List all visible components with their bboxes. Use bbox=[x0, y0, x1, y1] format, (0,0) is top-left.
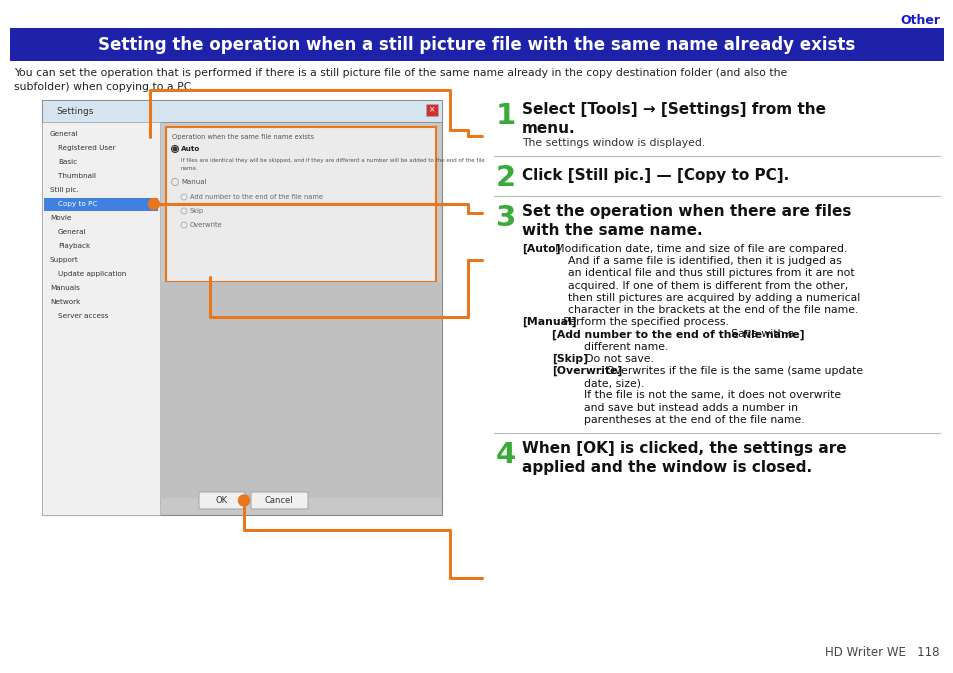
Bar bbox=[42, 100, 441, 122]
Text: Still pic.: Still pic. bbox=[50, 187, 78, 193]
Text: different name.: different name. bbox=[583, 342, 668, 351]
Bar bbox=[160, 282, 441, 498]
Text: : Do not save.: : Do not save. bbox=[578, 354, 653, 364]
Text: Skip: Skip bbox=[190, 208, 204, 214]
Text: Set the operation when there are files
with the same name.: Set the operation when there are files w… bbox=[521, 204, 850, 238]
Text: date, size).: date, size). bbox=[583, 378, 643, 388]
Text: acquired. If one of them is different from the other,: acquired. If one of them is different fr… bbox=[567, 281, 847, 291]
Text: Thumbnail: Thumbnail bbox=[58, 173, 96, 179]
Text: Click [Still pic.] — [Copy to PC].: Click [Still pic.] — [Copy to PC]. bbox=[521, 168, 788, 183]
Text: : Save with a: : Save with a bbox=[722, 329, 793, 339]
Text: then still pictures are acquired by adding a numerical: then still pictures are acquired by addi… bbox=[567, 293, 860, 303]
Text: Manual: Manual bbox=[181, 179, 206, 185]
Text: 3: 3 bbox=[496, 204, 516, 232]
Text: Update application: Update application bbox=[58, 271, 126, 277]
Text: Overwrite: Overwrite bbox=[190, 222, 222, 228]
Bar bbox=[44, 198, 158, 211]
Text: [Add number to the end of the file name]: [Add number to the end of the file name] bbox=[552, 329, 803, 340]
Text: and save but instead adds a number in: and save but instead adds a number in bbox=[583, 402, 797, 413]
Text: Settings: Settings bbox=[56, 106, 93, 116]
Text: Registered User: Registered User bbox=[58, 145, 115, 151]
Circle shape bbox=[149, 199, 159, 209]
Bar bbox=[426, 104, 437, 116]
Text: HD Writer WE   118: HD Writer WE 118 bbox=[824, 646, 939, 659]
Text: [Skip]: [Skip] bbox=[552, 354, 587, 364]
Text: Auto: Auto bbox=[181, 146, 200, 152]
Text: Movie: Movie bbox=[50, 215, 71, 221]
Text: OK: OK bbox=[215, 496, 228, 505]
Text: And if a same file is identified, then it is judged as: And if a same file is identified, then i… bbox=[567, 256, 841, 267]
Text: subfolder) when copying to a PC.: subfolder) when copying to a PC. bbox=[14, 82, 194, 92]
Circle shape bbox=[173, 147, 176, 151]
Text: : Modification date, time and size of file are compared.: : Modification date, time and size of fi… bbox=[547, 244, 846, 254]
Text: General: General bbox=[58, 229, 87, 235]
Text: 2: 2 bbox=[496, 164, 516, 192]
Text: Network: Network bbox=[50, 299, 80, 305]
Text: Manuals: Manuals bbox=[50, 285, 80, 291]
Text: Operation when the same file name exists: Operation when the same file name exists bbox=[172, 134, 314, 140]
Text: ×: × bbox=[428, 106, 435, 114]
Text: If the file is not the same, it does not overwrite: If the file is not the same, it does not… bbox=[583, 390, 841, 400]
Text: : Overwrites if the file is the same (same update: : Overwrites if the file is the same (sa… bbox=[598, 366, 862, 376]
FancyBboxPatch shape bbox=[199, 492, 245, 509]
Text: [Auto]: [Auto] bbox=[521, 244, 560, 254]
Text: The settings window is displayed.: The settings window is displayed. bbox=[521, 138, 704, 148]
Text: You can set the operation that is performed if there is a still picture file of : You can set the operation that is perfor… bbox=[14, 68, 786, 78]
Text: Select [Tools] → [Settings] from the
menu.: Select [Tools] → [Settings] from the men… bbox=[521, 102, 825, 136]
Text: parentheses at the end of the file name.: parentheses at the end of the file name. bbox=[583, 415, 803, 425]
Text: [Manual]: [Manual] bbox=[521, 317, 576, 328]
Text: Cancel: Cancel bbox=[264, 496, 293, 505]
Text: [Overwrite]: [Overwrite] bbox=[552, 366, 621, 376]
Circle shape bbox=[238, 495, 250, 506]
Text: Basic: Basic bbox=[58, 159, 77, 165]
Text: : Perform the specified process.: : Perform the specified process. bbox=[556, 317, 728, 327]
Text: an identical file and thus still pictures from it are not: an identical file and thus still picture… bbox=[567, 269, 854, 279]
Bar bbox=[42, 100, 441, 515]
Text: name.: name. bbox=[181, 166, 198, 171]
Text: Copy to PC: Copy to PC bbox=[58, 201, 97, 207]
Text: 1: 1 bbox=[496, 102, 516, 130]
Text: Playback: Playback bbox=[58, 243, 91, 249]
Text: Other: Other bbox=[899, 14, 939, 27]
FancyBboxPatch shape bbox=[251, 492, 308, 509]
Text: Server access: Server access bbox=[58, 313, 109, 319]
Text: If files are identical they will be skipped, and if they are different a number : If files are identical they will be skip… bbox=[181, 158, 484, 163]
Text: When [OK] is clicked, the settings are
applied and the window is closed.: When [OK] is clicked, the settings are a… bbox=[521, 441, 845, 475]
Bar bbox=[10, 28, 943, 61]
Text: Setting the operation when a still picture file with the same name already exist: Setting the operation when a still pictu… bbox=[98, 36, 855, 53]
Text: General: General bbox=[50, 131, 78, 137]
Text: Add number to the end of the file name: Add number to the end of the file name bbox=[190, 194, 323, 200]
Text: Support: Support bbox=[50, 257, 79, 263]
Text: 4: 4 bbox=[496, 441, 516, 469]
Bar bbox=[42, 122, 160, 515]
Bar bbox=[166, 127, 436, 282]
Text: character in the brackets at the end of the file name.: character in the brackets at the end of … bbox=[567, 305, 858, 315]
